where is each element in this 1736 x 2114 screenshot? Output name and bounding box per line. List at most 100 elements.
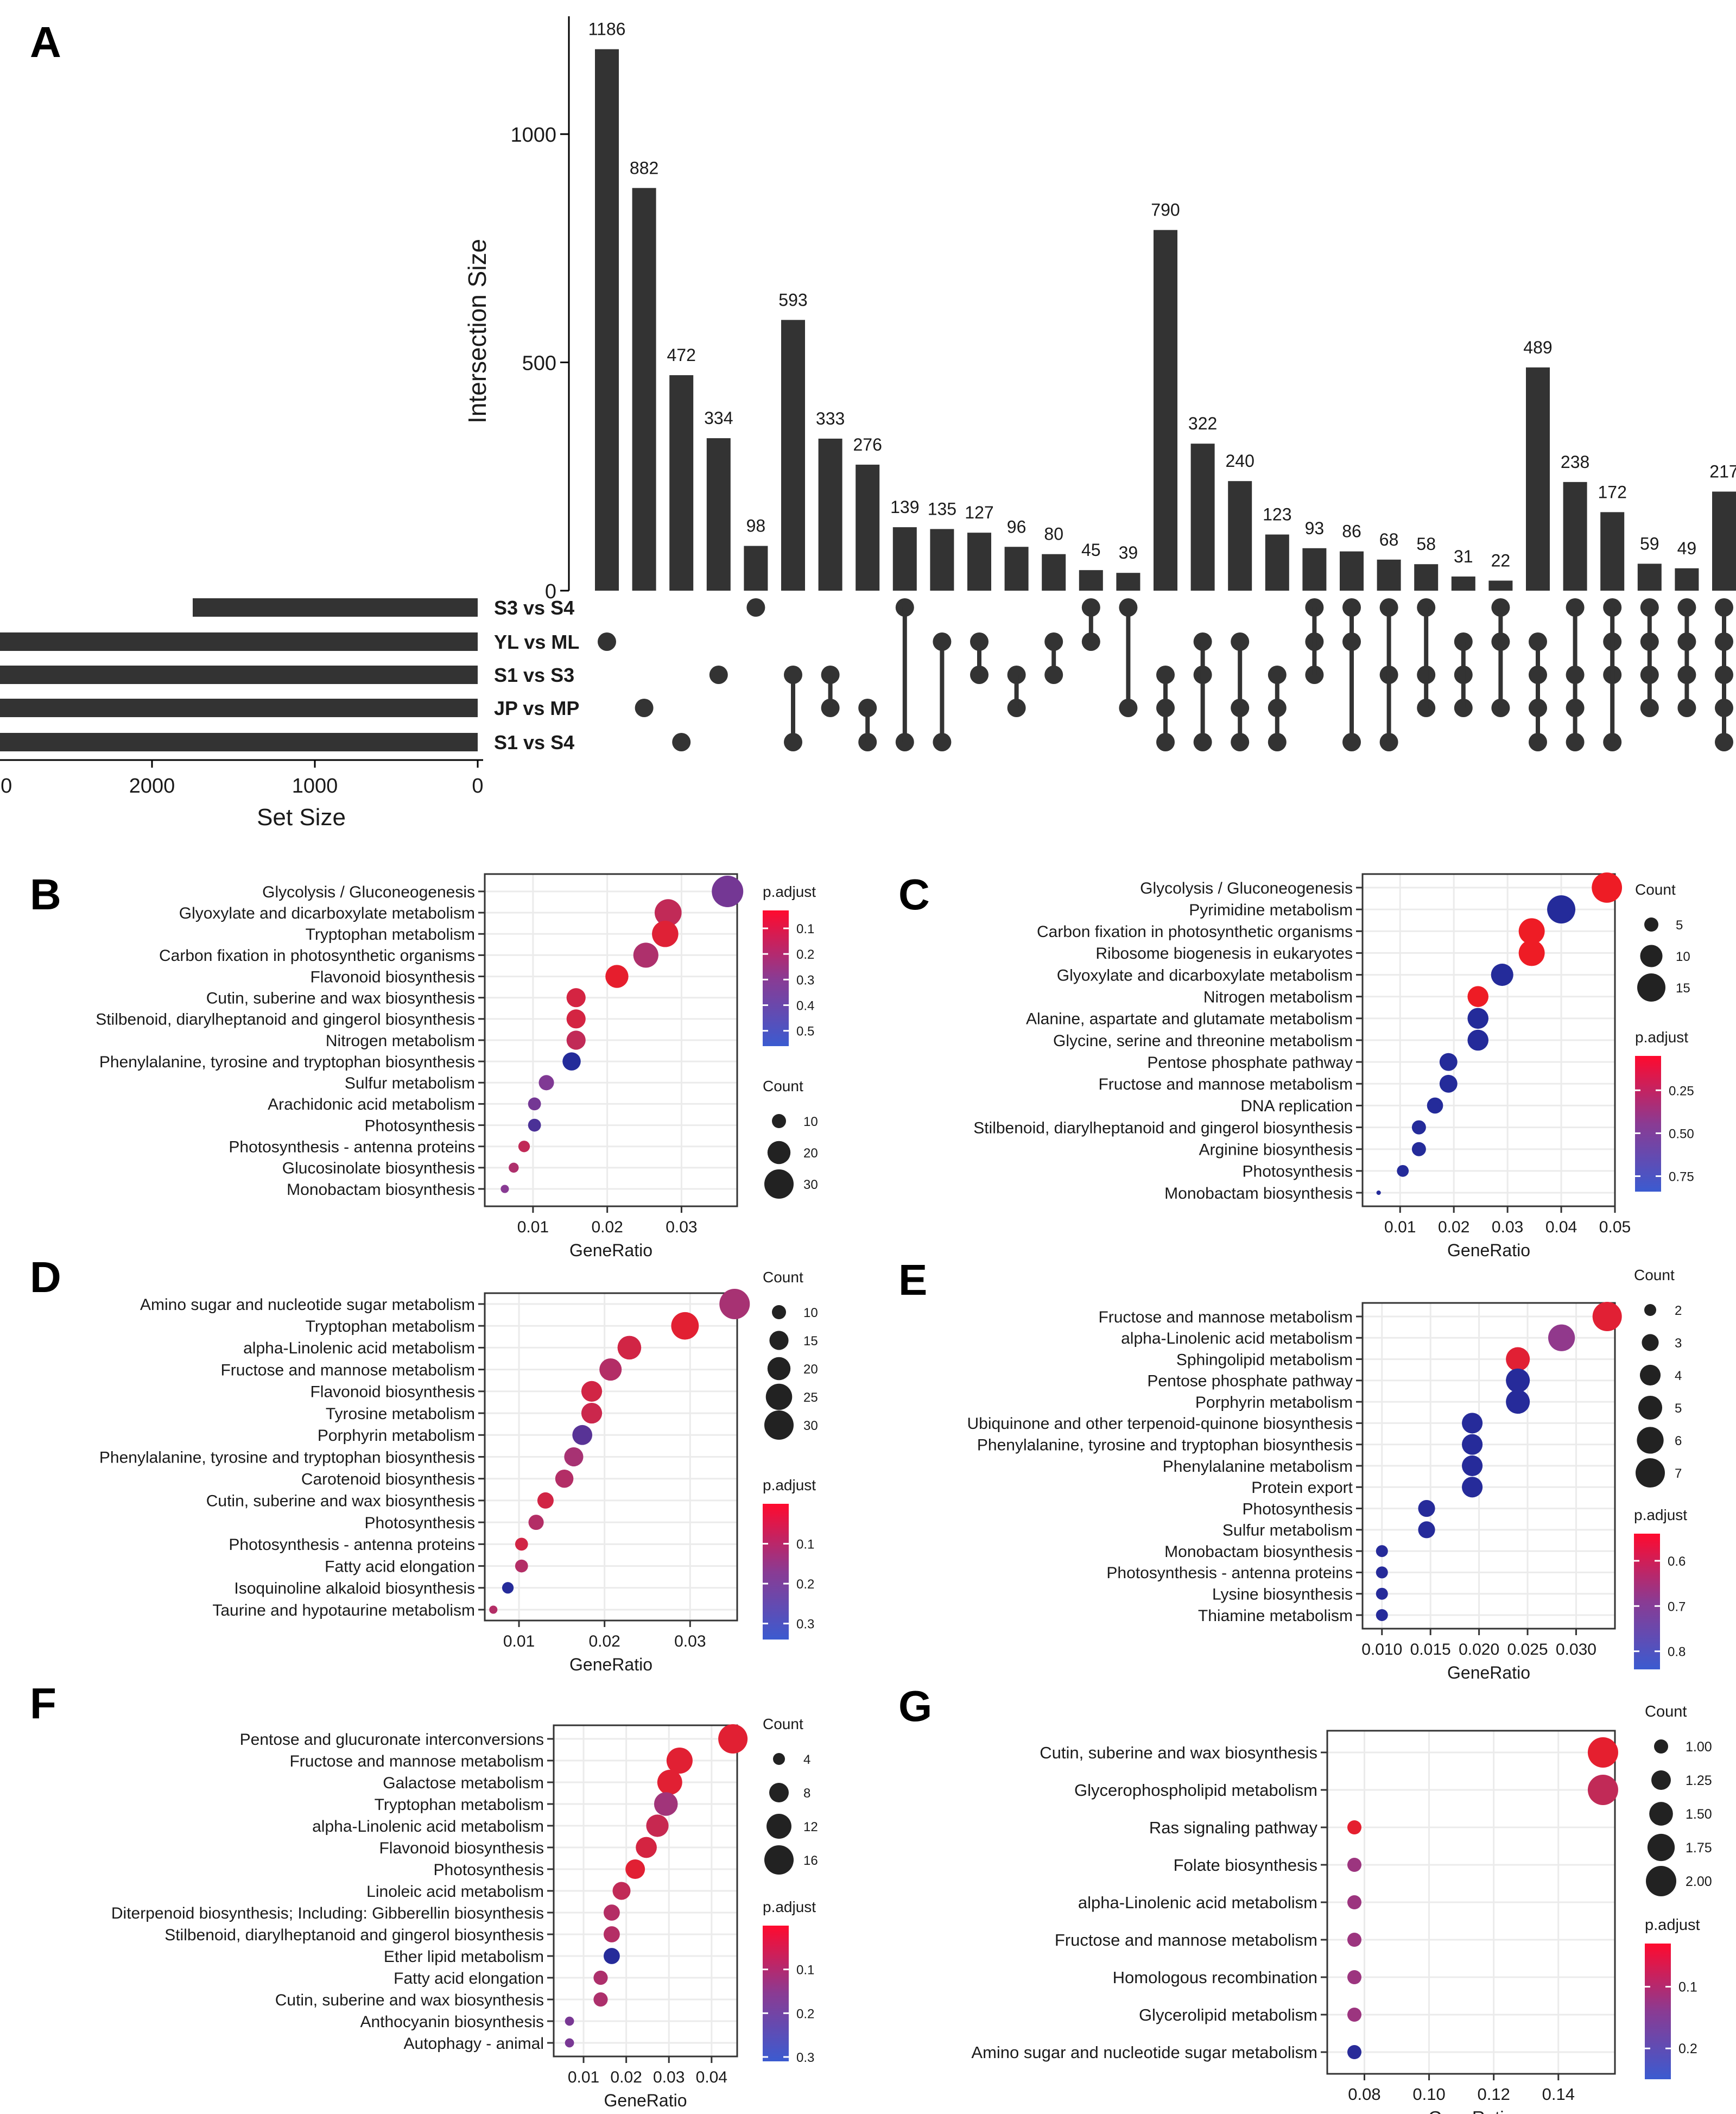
pathway-label: Protein export: [1251, 1479, 1353, 1497]
p-adjust-legend-title: p.adjust: [1635, 1029, 1688, 1046]
intersection-bar: [1265, 534, 1289, 591]
set-size-axis-title: Set Size: [257, 804, 346, 831]
pathway-label: Cutin, suberine and wax biosynthesis: [206, 990, 475, 1008]
data-point: [671, 1312, 699, 1340]
data-point: [1587, 1775, 1618, 1805]
count-legend-title: Count: [763, 1269, 803, 1286]
intersection-bar: [967, 533, 991, 591]
count-legend-dot: [1642, 1334, 1659, 1351]
pathway-label: Photosynthesis - antenna proteins: [229, 1138, 475, 1156]
y-tick-label: 1000: [510, 124, 556, 147]
matrix-dot-empty: [598, 598, 616, 617]
count-legend-dot: [764, 1169, 794, 1199]
matrix-dot-empty: [1007, 632, 1026, 651]
pathway-label: Pentose and glucuronate interconversions: [240, 1731, 544, 1749]
matrix-dot-empty: [970, 733, 989, 751]
count-legend-label: 30: [803, 1419, 818, 1433]
bar-value-label: 334: [704, 408, 733, 428]
intersection-bar: [1488, 580, 1513, 591]
count-legend-dot: [1644, 1304, 1656, 1316]
pathway-label: Stilbenoid, diarylheptanoid and gingerol…: [164, 1926, 544, 1944]
pathway-label: Glyoxylate and dicarboxylate metabolism: [179, 904, 475, 922]
matrix-dot-empty: [858, 632, 877, 651]
matrix-dot-empty: [1081, 666, 1100, 684]
data-point: [1347, 1970, 1362, 1984]
pathway-label: Isoquinoline alkaloid biosynthesis: [234, 1580, 475, 1598]
data-point: [581, 1402, 603, 1424]
count-legend-dot: [1646, 1866, 1676, 1896]
bar-value-label: 98: [746, 516, 766, 536]
data-point: [1439, 1074, 1458, 1093]
data-point: [1376, 1587, 1388, 1600]
matrix-dot-empty: [746, 733, 765, 751]
count-legend-dot: [1647, 1833, 1675, 1862]
count-legend-dot: [769, 1783, 789, 1802]
p-adjust-colorbar: [763, 1504, 789, 1640]
data-point: [500, 1185, 509, 1193]
data-point: [1518, 918, 1545, 945]
bar-value-label: 472: [667, 345, 696, 365]
matrix-dot-empty: [1305, 733, 1324, 751]
pathway-label: Flavonoid biosynthesis: [379, 1839, 544, 1857]
matrix-dot: [746, 598, 765, 617]
matrix-dot-empty: [709, 598, 728, 617]
data-point: [1587, 1737, 1618, 1768]
matrix-dot-empty: [635, 598, 654, 617]
matrix-dot-empty: [1305, 699, 1324, 717]
x-tick-label: 0.10: [1412, 2085, 1445, 2104]
x-tick-label: 0.03: [666, 1218, 697, 1236]
matrix-dot-empty: [1081, 733, 1100, 751]
intersection-bar: [1675, 568, 1699, 591]
data-point: [509, 1162, 519, 1173]
panel-label-a: A: [30, 18, 61, 66]
data-point: [652, 921, 679, 947]
matrix-dot-empty: [598, 666, 616, 684]
pathway-label: Glycolysis / Gluconeogenesis: [262, 883, 475, 901]
count-legend-dot: [1639, 1364, 1661, 1386]
pathway-label: Fructose and mannose metabolism: [1098, 1308, 1353, 1326]
x-tick-label: 0.03: [674, 1632, 706, 1650]
pathway-label: Ether lipid metabolism: [384, 1948, 544, 1966]
bar-value-label: 135: [928, 499, 956, 518]
pathway-label: Tyrosine metabolism: [326, 1405, 475, 1423]
matrix-dot-empty: [672, 598, 691, 617]
matrix-dot-empty: [1268, 598, 1287, 617]
plot-border: [1361, 873, 1616, 1207]
dotplot-panel-f: Pentose and glucuronate interconversions…: [111, 1716, 818, 2110]
intersection-bar: [1340, 551, 1364, 591]
intersection-bar: [892, 527, 917, 591]
matrix-dot-empty: [1156, 632, 1175, 651]
matrix-dot-empty: [709, 632, 728, 651]
data-point: [603, 1948, 620, 1964]
count-legend-dot: [773, 1753, 785, 1765]
matrix-dot-empty: [1677, 733, 1696, 751]
matrix-dot-empty: [970, 598, 989, 617]
pathway-label: Tryptophan metabolism: [306, 926, 475, 944]
p-adjust-colorbar: [763, 910, 789, 1046]
intersection-bar: [1451, 576, 1475, 591]
bar-value-label: 240: [1226, 451, 1255, 471]
set-size-tick-label: 2000: [129, 775, 175, 798]
dotplot-panel-b: Glycolysis / Gluconeogenesis Glyoxylate a…: [96, 873, 818, 1260]
intersection-bar: [818, 438, 842, 591]
data-point: [1376, 1545, 1388, 1558]
count-legend-dot: [764, 1845, 794, 1875]
colorbar-tick-label: 0.1: [796, 1963, 814, 1978]
data-point: [633, 942, 658, 968]
pathway-label: Glycerophospholipid metabolism: [1074, 1781, 1317, 1800]
y-tick-label: 0: [545, 580, 556, 603]
bar-value-label: 139: [890, 497, 919, 517]
data-point: [1467, 986, 1488, 1007]
count-legend-label: 20: [803, 1146, 818, 1161]
data-point: [654, 1792, 678, 1816]
pathway-label: Carotenoid biosynthesis: [301, 1471, 475, 1489]
pathway-label: Folate biosynthesis: [1174, 1856, 1317, 1875]
x-axis-title: GeneRatio: [569, 1240, 652, 1260]
count-legend-dot: [765, 1383, 793, 1410]
pathway-label: Fatty acid elongation: [394, 1970, 544, 1988]
bar-value-label: 31: [1454, 547, 1473, 566]
set-size-bar: [0, 666, 478, 684]
data-point: [581, 1381, 603, 1402]
data-point: [565, 2038, 574, 2048]
data-point: [625, 1859, 645, 1879]
